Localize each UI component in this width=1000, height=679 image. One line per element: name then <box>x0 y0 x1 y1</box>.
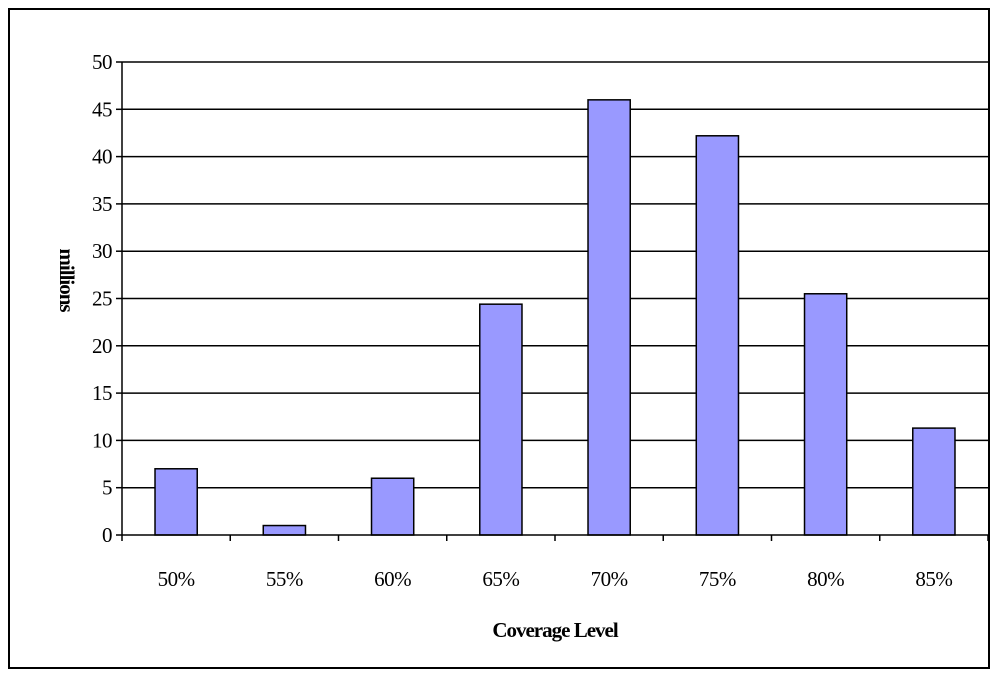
bar-50% <box>154 468 198 536</box>
x-tick-label: 50% <box>158 567 195 591</box>
x-tick-label: 70% <box>591 567 628 591</box>
x-axis-title: Coverage Level <box>492 618 619 642</box>
x-tick-label: 65% <box>482 567 519 591</box>
gridlines <box>122 61 988 489</box>
x-tick-label: 85% <box>915 567 952 591</box>
y-tick-label: 25 <box>92 287 112 311</box>
y-tick-label: 50 <box>92 50 112 74</box>
bars <box>154 99 956 536</box>
x-tick-label: 55% <box>266 567 303 591</box>
y-tick-label: 0 <box>102 523 112 547</box>
y-tick-label: 15 <box>92 381 112 405</box>
x-tick-label: 80% <box>807 567 844 591</box>
x-tick-labels: 50% 55% 60% 65% 70% 75% 80% 85% <box>121 535 989 591</box>
bar-60% <box>370 477 415 536</box>
bar-75% <box>695 135 740 536</box>
x-tick-label: 75% <box>699 567 736 591</box>
bar-70% <box>587 99 631 536</box>
bar-55% <box>262 524 307 536</box>
y-tick-label: 35 <box>92 192 112 216</box>
y-tick-label: 30 <box>92 239 112 263</box>
bar-85% <box>912 427 956 536</box>
y-tick-label: 20 <box>92 334 112 358</box>
y-tick-label: 10 <box>92 428 112 452</box>
y-axis-title: millions <box>55 248 79 312</box>
y-tick-label: 45 <box>92 97 112 121</box>
y-tick-label: 40 <box>92 145 112 169</box>
y-tick-labels: 0 5 10 15 20 25 30 35 40 45 50 <box>92 50 122 547</box>
y-tick-label: 5 <box>102 476 112 500</box>
bar-65% <box>479 303 523 536</box>
x-tick-label: 60% <box>374 567 411 591</box>
bar-80% <box>803 293 848 536</box>
